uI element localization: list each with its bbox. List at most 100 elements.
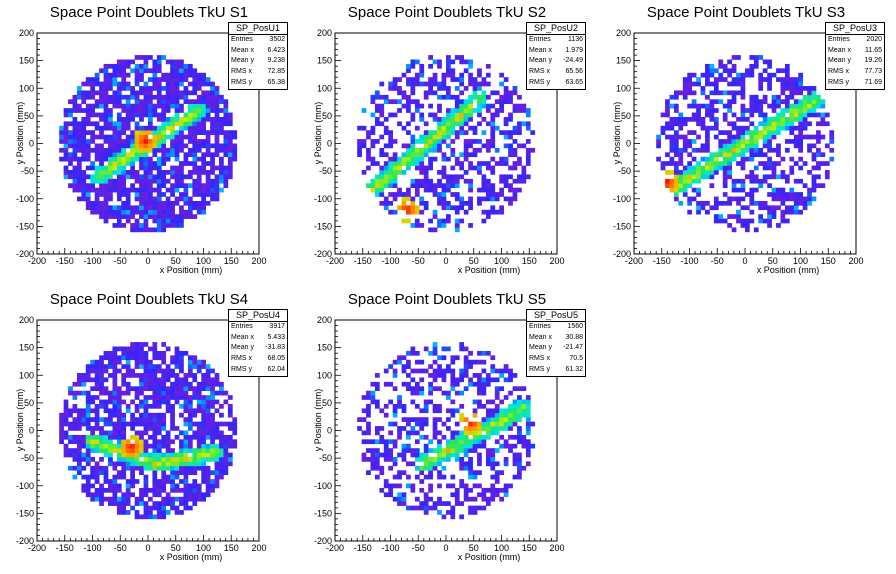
histogram-bin [731,183,737,188]
histogram-bin [223,121,229,127]
x-axis-title: x Position (mm) [160,265,223,275]
histogram-bin [90,457,96,462]
histogram-bin [99,165,104,171]
histogram-bin [130,134,135,140]
histogram-bin [410,350,416,356]
histogram-bin [454,434,460,440]
histogram-bin [81,143,87,149]
histogram-bin [446,143,451,149]
histogram-bin [468,72,473,78]
histogram-bin [776,130,781,135]
histogram-bin [374,178,380,184]
histogram-bin [170,218,175,224]
histogram-bin [665,183,670,188]
histogram-bin [121,390,127,396]
histogram-bin [366,412,371,418]
histogram-bin [103,183,109,188]
histogram-bin [709,108,715,113]
histogram-bin [383,457,389,462]
histogram-bin [441,452,447,458]
histogram-bin [116,421,122,427]
histogram-bin [187,487,193,493]
histogram-bin [450,165,456,171]
y-tick-label: 50 [621,111,631,121]
histogram-bin [423,417,429,422]
histogram-bin [379,152,385,158]
histogram-bin [410,63,416,69]
histogram-bin [125,373,131,378]
histogram-bin [423,492,429,498]
histogram-bin [99,94,104,100]
histogram-bin [187,386,193,392]
histogram-bin [696,134,701,140]
histogram-bin [432,77,438,82]
histogram-bin [94,170,100,175]
histogram-bin [134,68,140,74]
histogram-bin [374,192,380,197]
histogram-bin [374,474,380,480]
histogram-bin [125,99,131,105]
histogram-bin [165,399,171,405]
histogram-bin [388,381,394,387]
histogram-bin [432,139,438,144]
histogram-bin [490,192,496,197]
histogram-bin [432,187,438,193]
histogram-bin [205,408,211,414]
histogram-bin [446,346,451,352]
histogram-bin [183,121,189,127]
histogram-bin [428,474,433,480]
histogram-bin [187,139,193,144]
histogram-bin [201,492,207,498]
histogram-bin [705,209,710,215]
histogram-bin [740,196,746,202]
histogram-bin [76,94,82,100]
histogram-bin [214,457,220,462]
histogram-bin [414,72,420,78]
histogram-bin [121,346,127,352]
histogram-bin [148,227,153,233]
histogram-bin [414,165,420,171]
histogram-bin [437,474,442,480]
histogram-bin [210,81,215,87]
histogram-bin [722,152,728,158]
histogram-bin [472,505,478,511]
histogram-bin [108,147,113,153]
histogram-bin [125,364,131,369]
histogram-bin [762,174,768,180]
histogram-bin [161,417,167,422]
histogram-bin [174,510,180,515]
histogram-bin [108,108,113,113]
histogram-bin [446,112,451,118]
histogram-bin [143,355,149,361]
histogram-bin [727,59,732,65]
histogram-bin [108,72,113,78]
histogram-bin [508,417,513,422]
histogram-bin [789,125,795,131]
histogram-bin [68,408,73,414]
histogram-bin [148,196,153,202]
histogram-bin [152,390,158,396]
histogram-bin [232,430,238,436]
histogram-bin [165,492,171,498]
histogram-bin [713,170,719,175]
histogram-bin [388,178,394,184]
histogram-bin [784,81,790,87]
histogram-bin [776,223,781,228]
histogram-bin [219,439,224,445]
histogram-bin [201,165,207,171]
histogram-bin [90,86,96,91]
histogram-bin [148,496,153,502]
histogram-bin [59,134,64,140]
histogram-bin [419,161,425,166]
histogram-bin [771,103,777,109]
histogram-bin [432,465,438,471]
histogram-bin [99,492,104,498]
histogram-bin [121,143,127,149]
histogram-bin [468,426,473,431]
histogram-bin [366,448,371,453]
histogram-bin [419,183,425,188]
histogram-bin [669,94,675,100]
histogram-bin [72,417,78,422]
histogram-bin [678,90,684,96]
histogram-bin [414,505,420,511]
